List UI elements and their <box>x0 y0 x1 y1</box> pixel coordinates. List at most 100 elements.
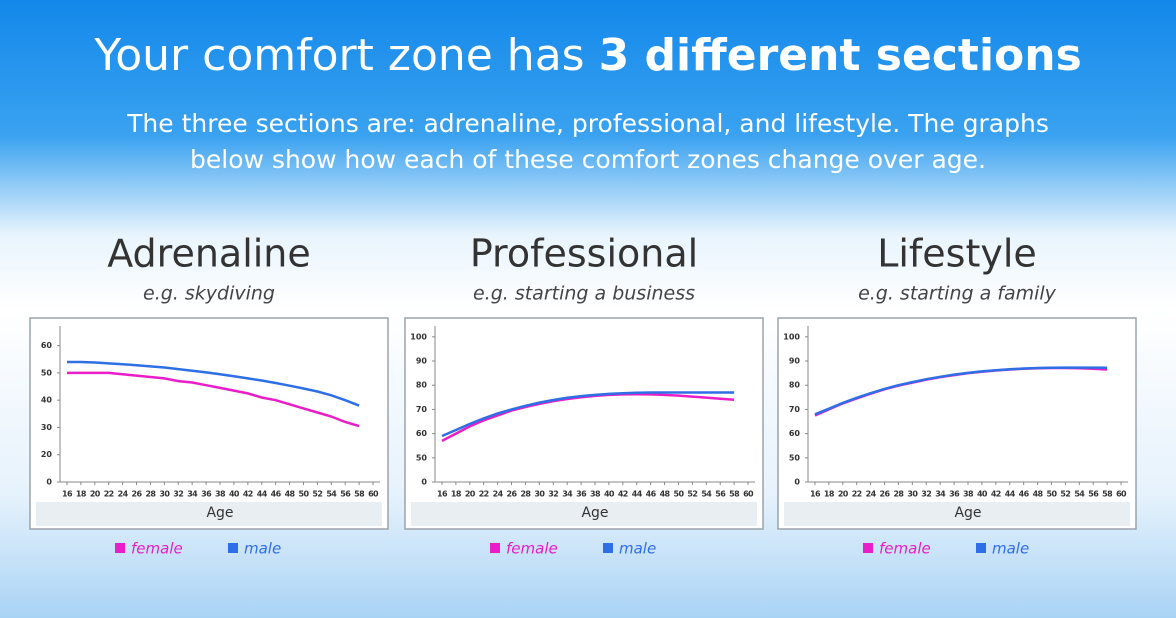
legend-label: female <box>131 540 183 558</box>
x-tick-label: 20 <box>838 490 849 499</box>
x-tick-label: 56 <box>340 490 351 499</box>
x-tick-label: 24 <box>118 490 129 499</box>
legend-label: female <box>506 540 558 558</box>
x-tick-label: 28 <box>520 490 531 499</box>
x-tick-label: 24 <box>493 490 504 499</box>
x-tick-label: 38 <box>963 490 974 499</box>
y-tick-label: 80 <box>789 381 801 390</box>
x-tick-label: 18 <box>76 490 87 499</box>
x-tick-label: 40 <box>229 490 240 499</box>
x-tick-label: 60 <box>743 490 754 499</box>
x-tick-label: 34 <box>935 490 946 499</box>
x-tick-label: 44 <box>257 490 268 499</box>
x-tick-label: 48 <box>660 490 671 499</box>
title-text: Your comfort zone has <box>93 30 584 81</box>
x-tick-label: 58 <box>354 490 365 499</box>
trend-line <box>67 371 360 428</box>
x-tick-label: 42 <box>991 490 1001 499</box>
x-tick-label: 30 <box>159 490 170 499</box>
x-tick-label: 32 <box>173 490 183 499</box>
x-tick-label: 36 <box>576 490 587 499</box>
y-tick-label: 100 <box>783 332 800 341</box>
x-tick-label: 60 <box>368 490 379 499</box>
y-tick-label: 100 <box>410 332 427 341</box>
x-tick-label: 34 <box>562 490 573 499</box>
x-tick-label: 46 <box>646 490 657 499</box>
main-title: Your comfort zone has 3 different sectio… <box>93 30 1082 81</box>
chart-title: Adrenaline <box>107 232 311 276</box>
subtitle-line: The three sections are: adrenaline, prof… <box>126 109 1049 138</box>
x-tick-label: 16 <box>62 490 73 499</box>
legend-label: male <box>992 540 1029 558</box>
legend-swatch <box>976 543 986 553</box>
legend-swatch <box>115 543 125 553</box>
x-tick-label: 34 <box>187 490 198 499</box>
y-tick-label: 70 <box>789 405 801 414</box>
x-tick-label: 22 <box>852 490 862 499</box>
x-label-band <box>784 502 1130 526</box>
x-tick-label: 28 <box>893 490 904 499</box>
x-tick-label: 54 <box>701 490 712 499</box>
chart-subtitle: e.g. starting a family <box>858 283 1057 305</box>
x-tick-label: 22 <box>479 490 489 499</box>
y-tick-label: 0 <box>46 478 52 487</box>
chart-panel <box>404 317 764 530</box>
x-tick-label: 44 <box>1005 490 1016 499</box>
chart-subtitle: e.g. starting a business <box>473 283 695 305</box>
y-tick-label: 50 <box>41 368 53 377</box>
x-tick-label: 32 <box>548 490 558 499</box>
legend-swatch <box>228 543 238 553</box>
x-tick-label: 54 <box>326 490 337 499</box>
x-tick-label: 48 <box>285 490 296 499</box>
y-tick-label: 70 <box>416 405 428 414</box>
legend-label: female <box>879 540 931 558</box>
x-tick-label: 50 <box>1047 490 1058 499</box>
legend-label: male <box>244 540 281 558</box>
y-tick-label: 90 <box>789 357 801 366</box>
x-tick-label: 30 <box>534 490 545 499</box>
trend-line <box>67 360 360 407</box>
x-axis-label: Age <box>206 505 233 521</box>
y-tick-label: 50 <box>416 453 428 462</box>
x-tick-label: 60 <box>1116 490 1127 499</box>
x-tick-label: 40 <box>604 490 615 499</box>
legend-label: male <box>619 540 656 558</box>
x-tick-label: 30 <box>907 490 918 499</box>
x-axis-label: Age <box>954 505 981 521</box>
y-tick-label: 60 <box>41 341 53 350</box>
y-tick-label: 80 <box>416 381 428 390</box>
x-tick-label: 58 <box>1102 490 1113 499</box>
x-tick-label: 16 <box>810 490 821 499</box>
x-tick-label: 20 <box>465 490 476 499</box>
y-tick-label: 0 <box>794 478 800 487</box>
x-tick-label: 46 <box>1019 490 1030 499</box>
x-tick-label: 56 <box>1088 490 1099 499</box>
y-tick-label: 30 <box>41 423 53 432</box>
x-tick-label: 40 <box>977 490 988 499</box>
x-tick-label: 18 <box>451 490 462 499</box>
x-tick-label: 26 <box>880 490 891 499</box>
x-tick-label: 52 <box>312 490 322 499</box>
x-tick-label: 24 <box>866 490 877 499</box>
y-tick-label: 0 <box>421 478 427 487</box>
legend-swatch <box>863 543 873 553</box>
x-tick-label: 22 <box>104 490 114 499</box>
x-tick-label: 50 <box>674 490 685 499</box>
y-tick-label: 60 <box>789 429 801 438</box>
x-tick-label: 46 <box>271 490 282 499</box>
y-tick-label: 40 <box>41 396 53 405</box>
x-tick-label: 44 <box>632 490 643 499</box>
x-tick-label: 52 <box>687 490 697 499</box>
trend-line <box>441 391 735 438</box>
chart-panel <box>29 317 389 530</box>
x-label-band <box>36 502 382 526</box>
x-tick-label: 18 <box>824 490 835 499</box>
legend-swatch <box>603 543 613 553</box>
chart-panel <box>777 317 1137 530</box>
x-tick-label: 56 <box>715 490 726 499</box>
x-tick-label: 58 <box>729 490 740 499</box>
legend-swatch <box>490 543 500 553</box>
x-tick-label: 38 <box>215 490 226 499</box>
